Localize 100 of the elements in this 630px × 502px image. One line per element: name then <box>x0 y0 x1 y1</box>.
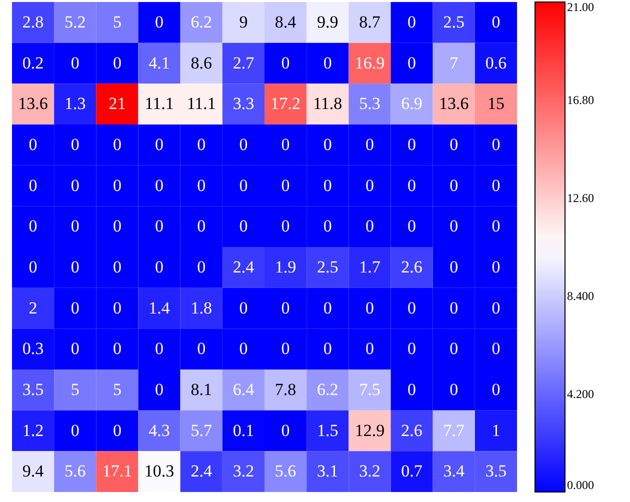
data-label: 1.9 <box>274 257 296 276</box>
data-label: 1.8 <box>190 298 212 318</box>
data-label: 0 <box>408 12 416 32</box>
data-label: 9 <box>239 12 248 32</box>
data-label: 3.3 <box>232 94 254 114</box>
data-label: 0 <box>112 53 122 72</box>
data-label: 0 <box>28 257 38 276</box>
data-label: 0 <box>323 298 332 318</box>
data-label: 5.7 <box>190 420 212 440</box>
data-label: 0.1 <box>232 420 254 440</box>
data-label: 2.6 <box>401 420 422 440</box>
data-label: 0 <box>112 298 122 318</box>
data-label: 5.3 <box>359 94 380 114</box>
data-label: 0 <box>281 339 290 358</box>
data-label: 0.3 <box>22 339 44 358</box>
data-label: 10.3 <box>144 462 174 481</box>
data-label: 0 <box>197 257 206 276</box>
data-label: 0.6 <box>485 53 507 72</box>
data-label: 2 <box>28 298 38 318</box>
data-label: 0 <box>28 176 38 195</box>
data-label: 0 <box>408 176 416 195</box>
data-label: 0 <box>323 216 332 236</box>
data-label: 6.9 <box>401 94 422 114</box>
data-label: 0 <box>408 216 416 236</box>
data-label: 0 <box>281 216 290 236</box>
data-label: 0 <box>239 298 248 318</box>
data-label: 0 <box>408 298 416 318</box>
data-label: 0 <box>323 134 332 154</box>
data-label: 0 <box>112 176 122 195</box>
data-label: 4.3 <box>148 420 170 440</box>
data-label: 8.7 <box>359 12 381 32</box>
data-label: 0 <box>492 12 500 32</box>
data-label: 0 <box>281 298 290 318</box>
data-label: 3.5 <box>485 462 507 481</box>
data-label: 0 <box>239 339 248 358</box>
data-label: 5.6 <box>64 462 86 481</box>
data-label: 0 <box>70 420 80 440</box>
data-label: 13.6 <box>18 94 48 114</box>
color-bar-label: 16.80 <box>567 93 594 107</box>
data-label: 0 <box>492 216 500 236</box>
data-label: 2.5 <box>317 257 338 276</box>
data-label: 0 <box>492 176 500 195</box>
data-label: 13.6 <box>439 94 469 114</box>
data-label: 2.4 <box>190 462 212 481</box>
data-label: 0 <box>155 380 164 399</box>
data-label: 3.5 <box>22 380 44 399</box>
data-label: 11.1 <box>186 94 216 114</box>
data-label: 0 <box>492 134 500 154</box>
data-label: 2.5 <box>443 12 464 32</box>
data-label: 0 <box>70 339 80 358</box>
data-label: 0 <box>281 420 290 440</box>
data-label: 15 <box>487 94 504 114</box>
data-label: 8.6 <box>190 53 212 72</box>
data-label: 3.4 <box>443 462 465 481</box>
data-label: 7.5 <box>359 380 380 399</box>
data-label: 5 <box>112 380 122 399</box>
data-label: 0 <box>408 134 416 154</box>
data-label: 0 <box>239 134 248 154</box>
data-label: 0 <box>112 339 122 358</box>
data-label: 17.1 <box>102 462 132 481</box>
data-label: 0 <box>450 176 458 195</box>
data-label: 0 <box>281 53 290 72</box>
data-label: 7.7 <box>443 420 465 440</box>
data-label: 0.2 <box>22 53 44 72</box>
data-label: 1.4 <box>148 298 170 318</box>
data-label: 8.1 <box>190 380 212 399</box>
data-label: 2.6 <box>401 257 422 276</box>
data-label: 0 <box>70 53 80 72</box>
data-label: 11.8 <box>313 94 342 114</box>
data-label: 0 <box>492 380 500 399</box>
data-label: 0 <box>155 134 164 154</box>
data-label: 11.1 <box>144 94 174 114</box>
data-label: 0 <box>155 176 164 195</box>
data-label: 7 <box>450 53 459 72</box>
data-label: 0 <box>365 176 374 195</box>
data-label: 0 <box>70 216 80 236</box>
data-label: 0 <box>112 420 122 440</box>
data-label: 6.4 <box>232 380 255 399</box>
data-label: 0 <box>197 176 206 195</box>
data-label: 16.9 <box>354 53 385 72</box>
data-label: 1.3 <box>64 94 86 114</box>
data-label: 0 <box>365 339 374 358</box>
data-label: 0 <box>365 298 374 318</box>
data-label: 0 <box>492 298 500 318</box>
data-label: 0 <box>450 257 458 276</box>
data-label: 2.8 <box>22 12 44 32</box>
data-label: 2.7 <box>232 53 255 72</box>
data-label: 0 <box>70 176 80 195</box>
data-label: 0 <box>450 134 458 154</box>
data-label: 0 <box>70 257 80 276</box>
data-label: 0 <box>365 134 374 154</box>
color-bar-label: 12.60 <box>567 191 594 205</box>
data-label: 0 <box>197 216 206 236</box>
data-label: 0 <box>365 216 374 236</box>
data-label: 0 <box>155 257 164 276</box>
data-label: 0 <box>450 216 458 236</box>
data-label: 0 <box>323 53 332 72</box>
data-label: 21 <box>108 94 126 114</box>
data-label: 0 <box>155 339 164 358</box>
data-label: 17.2 <box>270 94 300 114</box>
